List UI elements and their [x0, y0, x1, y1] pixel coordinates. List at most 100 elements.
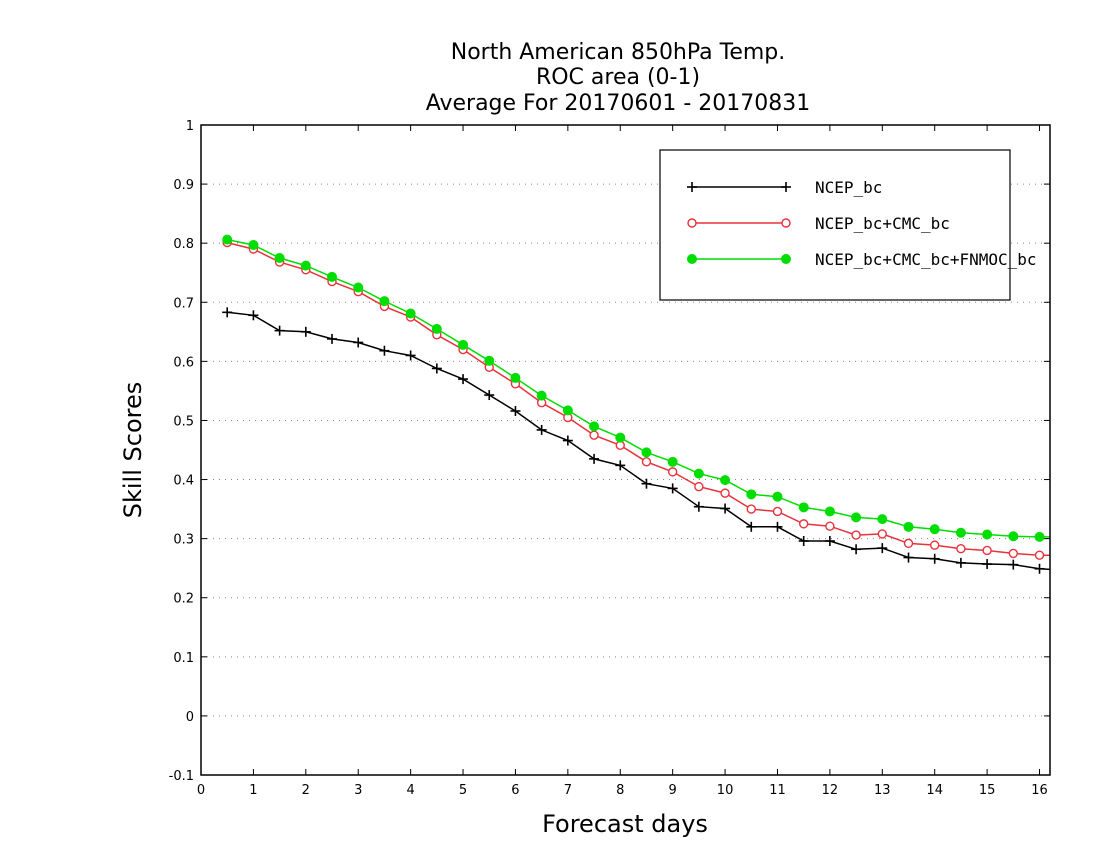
x-tick-label: 5: [459, 783, 467, 798]
y-tick-label: 0.5: [173, 414, 194, 429]
data-point-ncep-bc-cmc-bc-fnmoc-bc: [615, 432, 626, 443]
y-tick-label: 0.2: [173, 592, 194, 607]
x-axis-ticks: 0 1 2 3 4 5 6 7 8 9 10 11 12 13 14 15 16: [197, 125, 1048, 798]
x-tick-label: 6: [511, 783, 519, 798]
data-point-ncep-bc: [798, 536, 809, 546]
data-point-ncep-bc: [300, 326, 311, 337]
data-point-ncep-bc-cmc-bc-fnmoc-bc: [877, 514, 888, 525]
y-tick-label: 0.6: [173, 355, 194, 370]
x-tick-label: 3: [354, 783, 362, 798]
data-point-ncep-bc-cmc-bc: [798, 519, 809, 529]
data-point-ncep-bc-cmc-bc-fnmoc-bc: [641, 447, 652, 458]
data-point-ncep-bc: [248, 310, 259, 321]
chart-title-line-2: ROC area (0-1): [536, 65, 700, 90]
data-point-ncep-bc-cmc-bc: [720, 488, 730, 498]
data-point-ncep-bc: [746, 521, 757, 532]
y-tick-label: 0.9: [173, 178, 194, 193]
data-point-ncep-bc-cmc-bc-fnmoc-bc: [903, 521, 914, 532]
data-point-ncep-bc-cmc-bc-fnmoc-bc: [798, 502, 809, 513]
legend: NCEP_bc NCEP_bc+CMC_bc NCEP_bc+CMC_bc+FNMO…: [659, 149, 1037, 301]
data-point-ncep-bc: [458, 374, 469, 385]
chart-title-line-3: Average For 20170601 - 20170831: [426, 91, 811, 116]
x-tick-label: 15: [979, 783, 996, 798]
data-point-ncep-bc-cmc-bc-fnmoc-bc: [824, 506, 835, 517]
data-point-ncep-bc-cmc-bc-fnmoc-bc: [353, 282, 364, 293]
data-point-ncep-bc-cmc-bc: [930, 540, 940, 550]
data-point-ncep-bc: [693, 501, 704, 512]
y-tick-label: -0.1: [169, 769, 194, 784]
data-point-ncep-bc-cmc-bc: [825, 521, 835, 531]
legend-items: NCEP_bc NCEP_bc+CMC_bc NCEP_bc+CMC_bc+FNMO…: [687, 178, 1037, 269]
data-point-ncep-bc: [405, 350, 416, 361]
x-tick-label: 9: [669, 783, 677, 798]
data-point-ncep-bc: [327, 333, 338, 344]
x-tick-label: 10: [717, 783, 734, 798]
x-tick-label: 11: [769, 783, 786, 798]
legend-label-ncep-bc-cmc-bc-fnmoc-bc: NCEP_bc+CMC_bc+FNMOC_bc: [815, 250, 1037, 269]
y-tick-label: 0.4: [173, 474, 194, 489]
data-point-ncep-bc-cmc-bc-fnmoc-bc: [562, 405, 573, 416]
data-point-ncep-bc-cmc-bc-fnmoc-bc: [667, 456, 678, 467]
x-axis-label: Forecast days: [542, 810, 708, 838]
x-tick-label: 8: [616, 783, 624, 798]
x-tick-label: 12: [822, 783, 839, 798]
legend-label-ncep-bc-cmc-bc: NCEP_bc+CMC_bc: [815, 214, 950, 233]
data-point-ncep-bc: [353, 337, 364, 348]
chart-title-line-1: North American 850hPa Temp.: [451, 40, 786, 65]
data-point-ncep-bc-cmc-bc: [956, 543, 966, 554]
legend-marker-ncep-bc: [781, 182, 791, 192]
series-line-ncep-bc: [227, 311, 1051, 571]
data-point-ncep-bc-cmc-bc-fnmoc-bc: [327, 271, 338, 282]
data-point-ncep-bc: [1034, 563, 1045, 574]
data-point-ncep-bc-cmc-bc-fnmoc-bc: [431, 323, 442, 334]
legend-marker-ncep-bc-cmc-bc: [781, 218, 791, 228]
data-point-ncep-bc: [1008, 559, 1019, 570]
y-tick-label: 0.8: [173, 237, 194, 252]
data-point-ncep-bc-cmc-bc-fnmoc-bc: [693, 468, 704, 479]
data-point-ncep-bc: [851, 544, 862, 555]
plot-frame: [200, 124, 1051, 776]
data-point-ncep-bc-cmc-bc-fnmoc-bc: [379, 296, 390, 307]
data-point-ncep-bc-cmc-bc-fnmoc-bc: [222, 234, 233, 245]
legend-marker-ncep-bc-cmc-bc-fnmoc-bc: [781, 254, 791, 264]
series-layer: [222, 234, 1051, 574]
data-point-ncep-bc-cmc-bc-fnmoc-bc: [1034, 531, 1045, 542]
data-point-ncep-bc-cmc-bc: [694, 481, 704, 492]
data-point-ncep-bc-cmc-bc: [903, 538, 914, 549]
data-point-ncep-bc-cmc-bc: [641, 457, 652, 467]
data-point-ncep-bc: [589, 453, 600, 464]
x-tick-label: 16: [1031, 783, 1048, 798]
data-point-ncep-bc: [484, 390, 495, 401]
data-point-ncep-bc: [641, 478, 652, 489]
y-tick-label: 0.3: [173, 533, 194, 548]
data-point-ncep-bc-cmc-bc: [772, 506, 783, 517]
y-axis-ticks: -0.1 0 0.1 0.2 0.3 0.4 0.5 0.6 0.7 0.8 0.9 1: [169, 119, 1050, 784]
data-point-ncep-bc-cmc-bc-fnmoc-bc: [772, 491, 783, 502]
data-point-ncep-bc-cmc-bc-fnmoc-bc: [720, 475, 731, 486]
x-tick-label: 1: [249, 783, 257, 798]
data-point-ncep-bc-cmc-bc: [877, 529, 887, 539]
legend-marker-ncep-bc-cmc-bc-fnmoc-bc: [687, 254, 697, 264]
series-ncep-bc-cmc-bc-fnmoc-bc: [222, 234, 1050, 542]
data-point-ncep-bc-cmc-bc-fnmoc-bc: [536, 390, 547, 401]
data-point-ncep-bc: [877, 543, 888, 554]
data-point-ncep-bc-cmc-bc: [982, 545, 992, 556]
data-point-ncep-bc-cmc-bc: [1008, 548, 1019, 559]
data-point-ncep-bc: [667, 483, 678, 494]
data-point-ncep-bc: [955, 557, 966, 568]
data-point-ncep-bc: [929, 553, 940, 564]
data-point-ncep-bc: [222, 307, 233, 318]
data-point-ncep-bc-cmc-bc-fnmoc-bc: [851, 512, 862, 523]
data-point-ncep-bc-cmc-bc-fnmoc-bc: [589, 421, 600, 432]
legend-box: [659, 149, 1011, 301]
data-point-ncep-bc-cmc-bc-fnmoc-bc: [274, 252, 285, 263]
data-point-ncep-bc-cmc-bc-fnmoc-bc: [929, 524, 940, 535]
data-point-ncep-bc-cmc-bc-fnmoc-bc: [1008, 531, 1019, 542]
data-point-ncep-bc-cmc-bc-fnmoc-bc: [405, 308, 416, 319]
x-tick-label: 13: [874, 783, 891, 798]
data-point-ncep-bc: [510, 406, 521, 416]
x-tick-label: 7: [564, 783, 572, 798]
data-point-ncep-bc: [903, 552, 914, 563]
y-axis-label: Skill Scores: [119, 382, 147, 519]
